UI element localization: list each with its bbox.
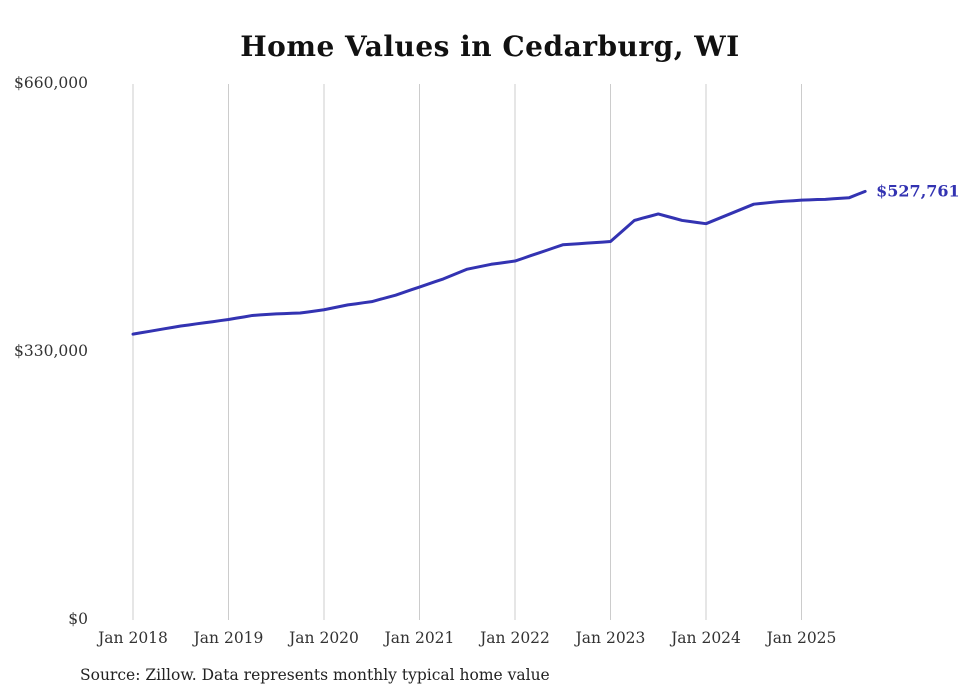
y-tick-label: $330,000 [14, 342, 88, 360]
x-tick-label: Jan 2022 [478, 629, 550, 647]
chart-title: Home Values in Cedarburg, WI [240, 30, 740, 63]
x-tick-label: Jan 2021 [383, 629, 455, 647]
x-tick-label: Jan 2019 [192, 629, 264, 647]
y-tick-label: $660,000 [14, 74, 88, 92]
y-tick-label: $0 [68, 610, 88, 628]
x-tick-label: Jan 2023 [574, 629, 646, 647]
end-value-label: $527,761 [876, 181, 960, 200]
x-tick-label: Jan 2018 [96, 629, 168, 647]
x-tick-label: Jan 2025 [765, 629, 837, 647]
chart-area: Jan 2018 Jan 2019 Jan 2020 Jan 2021 Jan 2022… [0, 70, 980, 664]
x-tick-label: Jan 2020 [287, 629, 359, 647]
source-note: Source: Zillow. Data represents monthly … [80, 666, 550, 684]
value-line [131, 189, 867, 336]
x-tick-label: Jan 2024 [669, 629, 741, 647]
home-values-line-chart: Jan 2018 Jan 2019 Jan 2020 Jan 2021 Jan 2022… [14, 74, 960, 647]
